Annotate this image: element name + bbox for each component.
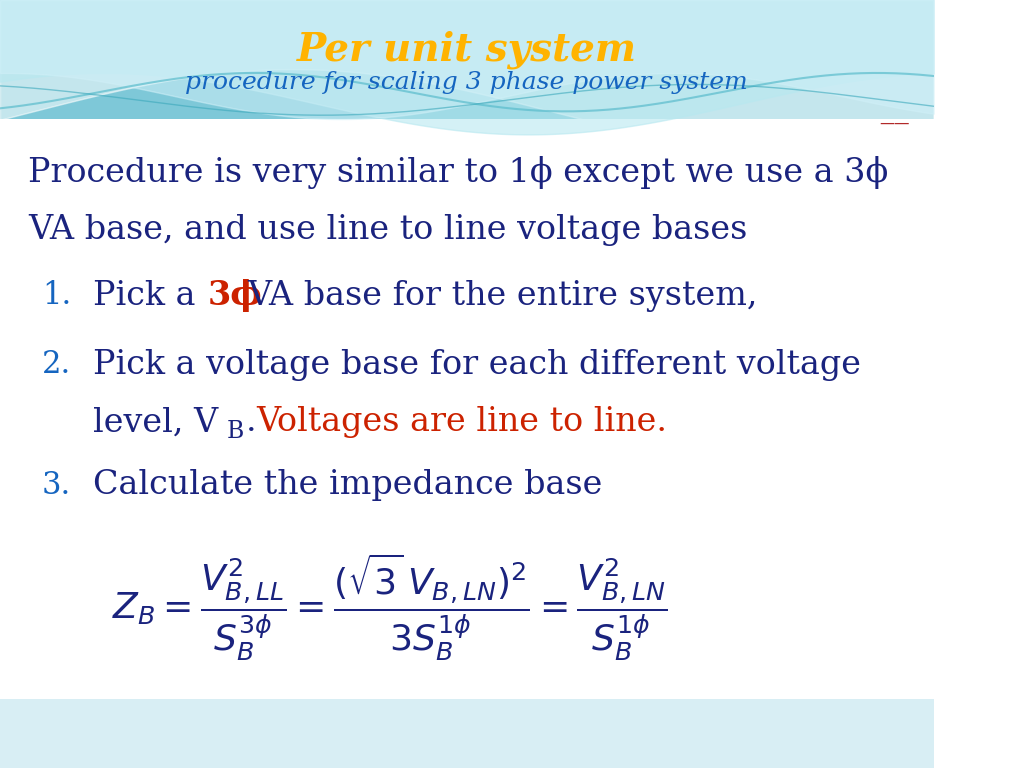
Text: Pick a voltage base for each different voltage: Pick a voltage base for each different v… bbox=[93, 349, 861, 381]
FancyBboxPatch shape bbox=[0, 699, 934, 768]
Text: procedure for scaling 3 phase power system: procedure for scaling 3 phase power syst… bbox=[185, 71, 749, 94]
Text: Pick a: Pick a bbox=[93, 280, 207, 312]
FancyBboxPatch shape bbox=[0, 0, 934, 119]
Text: Voltages are line to line.: Voltages are line to line. bbox=[257, 406, 668, 439]
Text: 2.: 2. bbox=[42, 349, 72, 380]
Text: VA base for the entire system,: VA base for the entire system, bbox=[248, 280, 758, 312]
Text: Per unit system: Per unit system bbox=[297, 31, 637, 69]
Text: $Z_B = \dfrac{V_{B,LL}^2}{S_B^{3\phi}} = \dfrac{(\sqrt{3}\,V_{B,LN})^2}{3S_B^{1\: $Z_B = \dfrac{V_{B,LL}^2}{S_B^{3\phi}} =… bbox=[112, 551, 668, 663]
Text: ——: —— bbox=[880, 115, 910, 131]
Text: level, V: level, V bbox=[93, 406, 218, 439]
Text: 3.: 3. bbox=[42, 470, 72, 501]
Text: B: B bbox=[227, 420, 245, 443]
Text: .: . bbox=[246, 406, 267, 439]
FancyBboxPatch shape bbox=[0, 0, 934, 768]
Text: 3ϕ: 3ϕ bbox=[207, 280, 262, 312]
Text: 1.: 1. bbox=[42, 280, 72, 311]
Text: Calculate the impedance base: Calculate the impedance base bbox=[93, 469, 603, 502]
Text: VA base, and use line to line voltage bases: VA base, and use line to line voltage ba… bbox=[28, 214, 748, 247]
Text: Procedure is very similar to 1ϕ except we use a 3ϕ: Procedure is very similar to 1ϕ except w… bbox=[28, 157, 888, 189]
